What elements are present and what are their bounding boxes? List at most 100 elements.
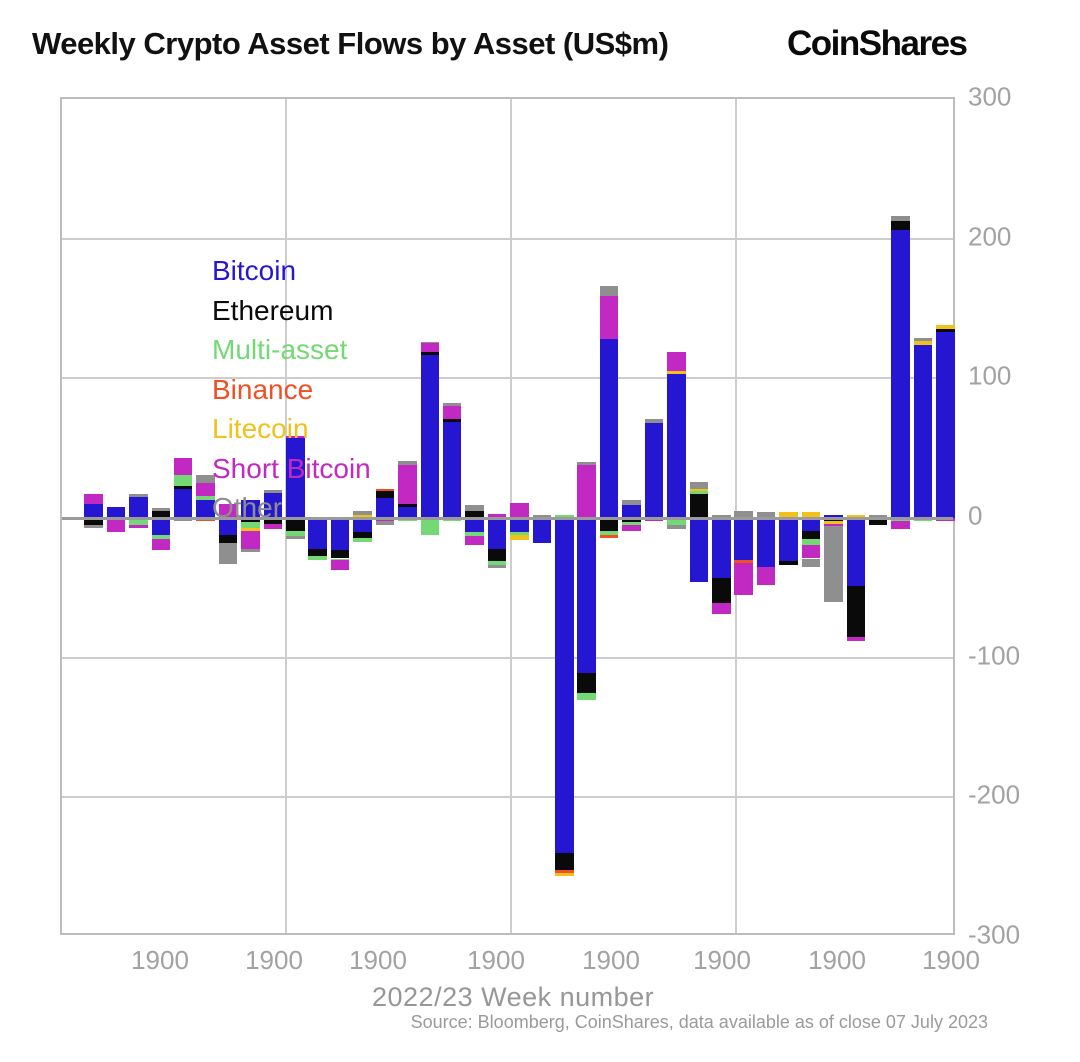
bar-18-other: [465, 505, 484, 511]
bar-34-litecoin: [824, 520, 843, 524]
bar-16-other: [420, 342, 440, 344]
bar-26-other: [644, 418, 664, 424]
y-tick-200: 200: [968, 221, 1012, 252]
bar-25-multi-asset: [622, 522, 641, 525]
bar-25-short-bitcoin: [622, 524, 641, 531]
bar-22-litecoin: [555, 872, 574, 876]
bar-14-binance: [375, 488, 395, 492]
bar-33-short-bitcoin: [801, 544, 821, 559]
bar-8-bitcoin: [241, 499, 260, 518]
bar-28-multi-asset: [689, 491, 709, 495]
bar-17-ethereum: [442, 418, 462, 422]
bar-1-short-bitcoin: [84, 494, 103, 505]
bar-37-short-bitcoin: [891, 520, 910, 530]
bar-16-ethereum: [420, 351, 440, 355]
bar-21-bitcoin: [532, 518, 552, 544]
bar-7-ethereum: [218, 534, 238, 544]
bar-7-other: [218, 543, 238, 565]
bar-38-bitcoin: [913, 344, 933, 518]
bar-35-ethereum: [846, 586, 866, 637]
bar-33-other: [801, 558, 821, 567]
bar-4-other: [151, 508, 170, 511]
h-gridline--200: [62, 796, 953, 799]
bar-9-ethereum: [263, 518, 283, 524]
bar-15-short-bitcoin: [398, 464, 417, 505]
bar-28-litecoin: [689, 488, 709, 492]
bar-10-ethereum: [286, 518, 305, 531]
legend-item-binance: Binance: [212, 373, 314, 405]
bar-24-other: [599, 286, 619, 296]
legend-item-litecoin: Litecoin: [212, 413, 309, 444]
bar-23-ethereum: [577, 673, 596, 693]
bar-39-litecoin: [936, 325, 955, 330]
x-tick-1: 1900: [131, 945, 189, 975]
bar-4-ethereum: [151, 511, 170, 518]
bar-34-other: [824, 526, 843, 602]
bar-10-multi-asset: [286, 530, 305, 537]
bar-8-litecoin: [241, 527, 260, 531]
bar-7-short-bitcoin: [218, 504, 238, 518]
bar-33-ethereum: [801, 530, 821, 539]
bar-28-other: [689, 481, 709, 489]
bar-32-ethereum: [779, 561, 798, 566]
bar-34-short-bitcoin: [824, 523, 843, 527]
bar-5-multi-asset: [173, 474, 193, 486]
bar-23-bitcoin: [577, 518, 596, 674]
bar-10-short-bitcoin: [286, 435, 305, 439]
bar-19-ethereum: [487, 548, 507, 562]
bar-20-multi-asset: [510, 531, 529, 535]
bar-13-multi-asset: [353, 537, 372, 542]
bar-22-binance: [555, 869, 574, 873]
bar-27-multi-asset: [667, 518, 686, 525]
bar-13-other: [353, 511, 372, 516]
bar-37-other: [891, 216, 910, 221]
legend-item-ethereum: Ethereum: [212, 294, 334, 326]
x-tick-5: 1900: [582, 945, 640, 975]
bar-1-bitcoin: [84, 504, 103, 518]
legend-item-other: Other: [212, 492, 283, 523]
bar-8-ethereum: [241, 518, 260, 523]
bar-5-short-bitcoin: [173, 457, 193, 475]
bar-19-multi-asset: [487, 561, 507, 566]
bar-12-ethereum: [330, 550, 350, 559]
bar-1-ethereum: [84, 518, 103, 525]
bar-17-bitcoin: [442, 421, 462, 518]
bar-27-other: [667, 524, 686, 530]
bar-4-multi-asset: [151, 534, 170, 539]
bar-31-short-bitcoin: [756, 566, 776, 586]
bar-19-short-bitcoin: [487, 513, 507, 518]
bar-24-short-bitcoin: [599, 295, 619, 340]
bar-8-multi-asset: [241, 522, 260, 528]
bar-2-bitcoin: [106, 506, 126, 518]
x-tick-8: 1900: [922, 945, 980, 975]
bar-29-bitcoin: [712, 518, 731, 579]
bar-11-multi-asset: [308, 555, 327, 560]
bar-18-short-bitcoin: [465, 536, 484, 545]
bar-9-short-bitcoin: [263, 523, 283, 530]
bar-38-other: [913, 337, 933, 341]
bar-39-bitcoin: [936, 332, 955, 518]
x-axis-title: 2022/23 Week number: [372, 982, 655, 1012]
source-note: Source: Bloomberg, CoinShares, data avai…: [410, 1012, 988, 1032]
bar-8-other: [241, 548, 260, 552]
bar-19-other: [487, 565, 507, 569]
bar-31-other: [756, 512, 776, 518]
y-tick--200: -200: [968, 779, 1021, 810]
h-gridline-100: [62, 377, 953, 380]
bar-14-ethereum: [375, 491, 395, 499]
bar-5-ethereum: [173, 485, 193, 489]
bar-6-bitcoin: [196, 499, 215, 518]
bar-13-ethereum: [353, 531, 372, 538]
bar-32-bitcoin: [779, 518, 798, 562]
bar-9-bitcoin: [263, 492, 283, 518]
bar-3-multi-asset: [129, 518, 148, 525]
bar-20-litecoin: [510, 534, 529, 541]
zero-axis-line: [62, 516, 953, 520]
bar-24-multi-asset: [599, 530, 619, 535]
bar-16-short-bitcoin: [420, 343, 440, 352]
legend-item-short-bitcoin: Short Bitcoin: [212, 452, 371, 484]
bar-3-bitcoin: [129, 497, 148, 518]
bar-10-other: [286, 536, 305, 539]
bar-19-bitcoin: [487, 518, 507, 549]
